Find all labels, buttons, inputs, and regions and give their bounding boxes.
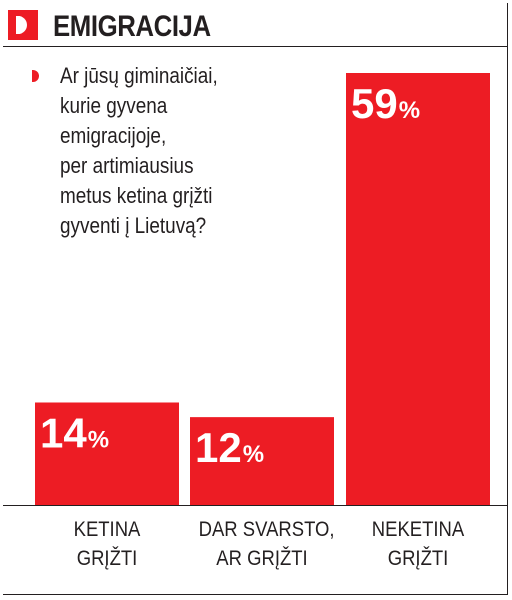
question-line: per artimiausius — [60, 153, 194, 178]
bar-value-label: 14% — [40, 409, 109, 456]
question-line: kurie gyvena — [60, 93, 168, 118]
category-label: KETINA GRĮŽTI — [44, 515, 171, 573]
bar-value-number: 14 — [40, 409, 87, 456]
question-bullet-icon — [32, 70, 39, 82]
category-label: DAR SVARSTO, AR GRĮŽTI — [198, 515, 335, 573]
bar-value-unit: % — [243, 441, 264, 468]
question-line: metus ketina grįžti — [60, 183, 213, 208]
header: EMIGRACIJA — [3, 3, 508, 47]
chart-title: EMIGRACIJA — [53, 10, 211, 43]
category-label-line: GRĮŽTI — [387, 547, 449, 570]
header-divider — [3, 46, 508, 47]
category-label: NEKETINA GRĮŽTI — [355, 515, 482, 573]
bar-1 — [190, 417, 334, 505]
question-text: Ar jūsų giminaičiai, kurie gyvena emigra… — [60, 61, 258, 241]
category-label-line: AR GRĮŽTI — [216, 547, 308, 570]
bar-value-unit: % — [88, 426, 109, 453]
bar-0 — [35, 402, 179, 505]
bar-value-label: 12% — [195, 424, 264, 471]
bar-value-unit: % — [399, 97, 420, 124]
question-line: gyventi į Lietuvą? — [60, 213, 207, 238]
category-label-line: DAR SVARSTO, — [198, 518, 335, 541]
bar-value-number: 12 — [195, 424, 242, 471]
chart-frame — [3, 3, 508, 595]
bar-value-number: 59 — [351, 80, 398, 127]
category-label-line: KETINA — [73, 518, 141, 541]
category-label-line: GRĮŽTI — [76, 547, 138, 570]
category-label-line: NEKETINA — [371, 518, 465, 541]
bar-value-label: 59% — [351, 80, 420, 127]
logo-d-icon — [8, 10, 38, 40]
question-line: Ar jūsų giminaičiai, — [60, 63, 218, 88]
question-line: emigracijoje, — [60, 123, 167, 148]
bar-2 — [346, 73, 490, 505]
